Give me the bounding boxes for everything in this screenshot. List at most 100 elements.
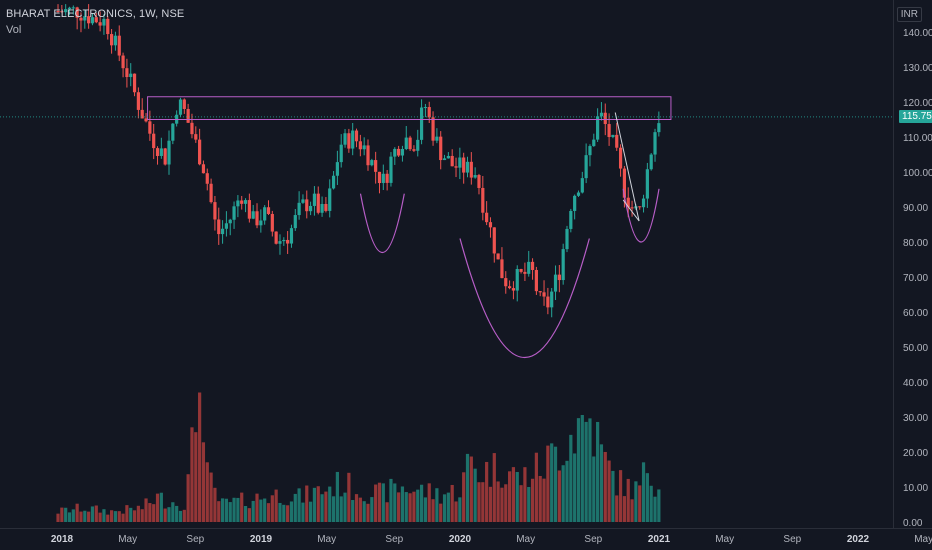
candle-body [573, 195, 577, 211]
left-shoulder-arc [359, 193, 405, 254]
candle-body [515, 269, 519, 291]
volume-bar [404, 492, 408, 522]
volume-bar [653, 496, 657, 522]
y-tick-label: 60.00 [903, 308, 928, 319]
candle-body [297, 202, 301, 216]
candle-body [274, 231, 278, 244]
x-tick-label: Sep [783, 534, 801, 545]
candle-body [638, 206, 642, 208]
candle-body [144, 118, 148, 122]
volume-bar [220, 498, 225, 522]
y-tick-label: 120.00 [903, 98, 932, 109]
candle-body [125, 68, 129, 78]
volume-bar [286, 505, 290, 522]
volume-bar [553, 446, 558, 522]
candle-body [301, 199, 305, 203]
candle-body [450, 155, 454, 167]
volume-bar [347, 472, 351, 522]
volume-bar [289, 501, 294, 522]
volume-bar [580, 415, 584, 522]
candle-body [645, 169, 649, 199]
volume-bar [312, 487, 317, 522]
candle-body [159, 148, 163, 156]
candle-body [542, 292, 546, 297]
volume-bar [152, 504, 156, 522]
volume-bar [305, 485, 309, 522]
candle-body [500, 259, 504, 279]
volume-bar [228, 502, 232, 522]
volume-bar [626, 478, 630, 522]
candle-body [90, 17, 95, 24]
volume-bar [576, 418, 581, 522]
volume-bar [343, 492, 347, 522]
candle-body [129, 73, 133, 78]
candle-body [580, 178, 584, 193]
candle-body [385, 173, 389, 183]
candle-body [569, 210, 573, 229]
volume-bar [75, 503, 79, 522]
candle-body [109, 34, 114, 46]
volume-bar [190, 427, 194, 522]
x-tick-label: May [516, 534, 535, 545]
wedge-lower-line [622, 199, 640, 222]
candle-body [358, 141, 362, 150]
candle-body [213, 202, 217, 220]
volume-bar [60, 507, 64, 522]
candle-body [117, 35, 121, 56]
volume-bar [362, 501, 366, 522]
candle-body [576, 192, 581, 196]
candle-body [523, 271, 527, 274]
volume-bar [504, 484, 508, 522]
volume-bar [584, 421, 588, 522]
candle-body [641, 198, 646, 208]
volume-bar [534, 452, 538, 522]
volume-bars [56, 392, 661, 522]
volume-bar [163, 508, 167, 522]
volume-bar [657, 489, 661, 522]
candle-body [186, 108, 190, 123]
volume-bar [469, 456, 473, 522]
candle-body [485, 212, 489, 223]
candle-body [465, 161, 470, 173]
candle-body [477, 175, 481, 188]
candle-body [102, 18, 106, 26]
candle-body [263, 207, 267, 221]
candle-body [354, 130, 359, 142]
volume-bar [511, 467, 516, 522]
volume-bar [550, 443, 554, 522]
candle-body [362, 145, 366, 150]
volume-bar [370, 497, 374, 522]
candle-body [550, 291, 554, 308]
symbol-title[interactable]: BHARAT ELECTRONICS, 1W, NSE [6, 8, 185, 20]
volume-bar [515, 471, 519, 522]
volume-bar [618, 470, 623, 522]
volume-bar [217, 501, 221, 522]
currency-label[interactable]: INR [896, 7, 922, 22]
candle-body [83, 16, 87, 21]
candle-body [496, 253, 500, 260]
candle-body [439, 136, 443, 161]
candle-body [565, 228, 569, 250]
volume-bar [622, 496, 627, 522]
candle-body [220, 228, 225, 235]
volume-bar [481, 482, 485, 522]
candle-body [481, 187, 485, 213]
candle-body [293, 215, 297, 229]
volume-bar [56, 513, 60, 522]
candle-body [136, 92, 140, 110]
volume-bar [87, 511, 91, 522]
candle-body [98, 22, 102, 26]
volume-bar [198, 392, 202, 522]
volume-bar [615, 495, 619, 522]
volume-indicator-label[interactable]: Vol [6, 24, 22, 36]
volume-bar [423, 497, 428, 522]
volume-bar [351, 500, 355, 522]
y-tick-label: 50.00 [903, 343, 928, 354]
volume-bar [194, 432, 198, 522]
candles [56, 4, 661, 318]
candle-body [404, 137, 408, 150]
candle-body [435, 136, 439, 141]
volume-bar [393, 483, 397, 522]
volume-bar [485, 461, 489, 522]
